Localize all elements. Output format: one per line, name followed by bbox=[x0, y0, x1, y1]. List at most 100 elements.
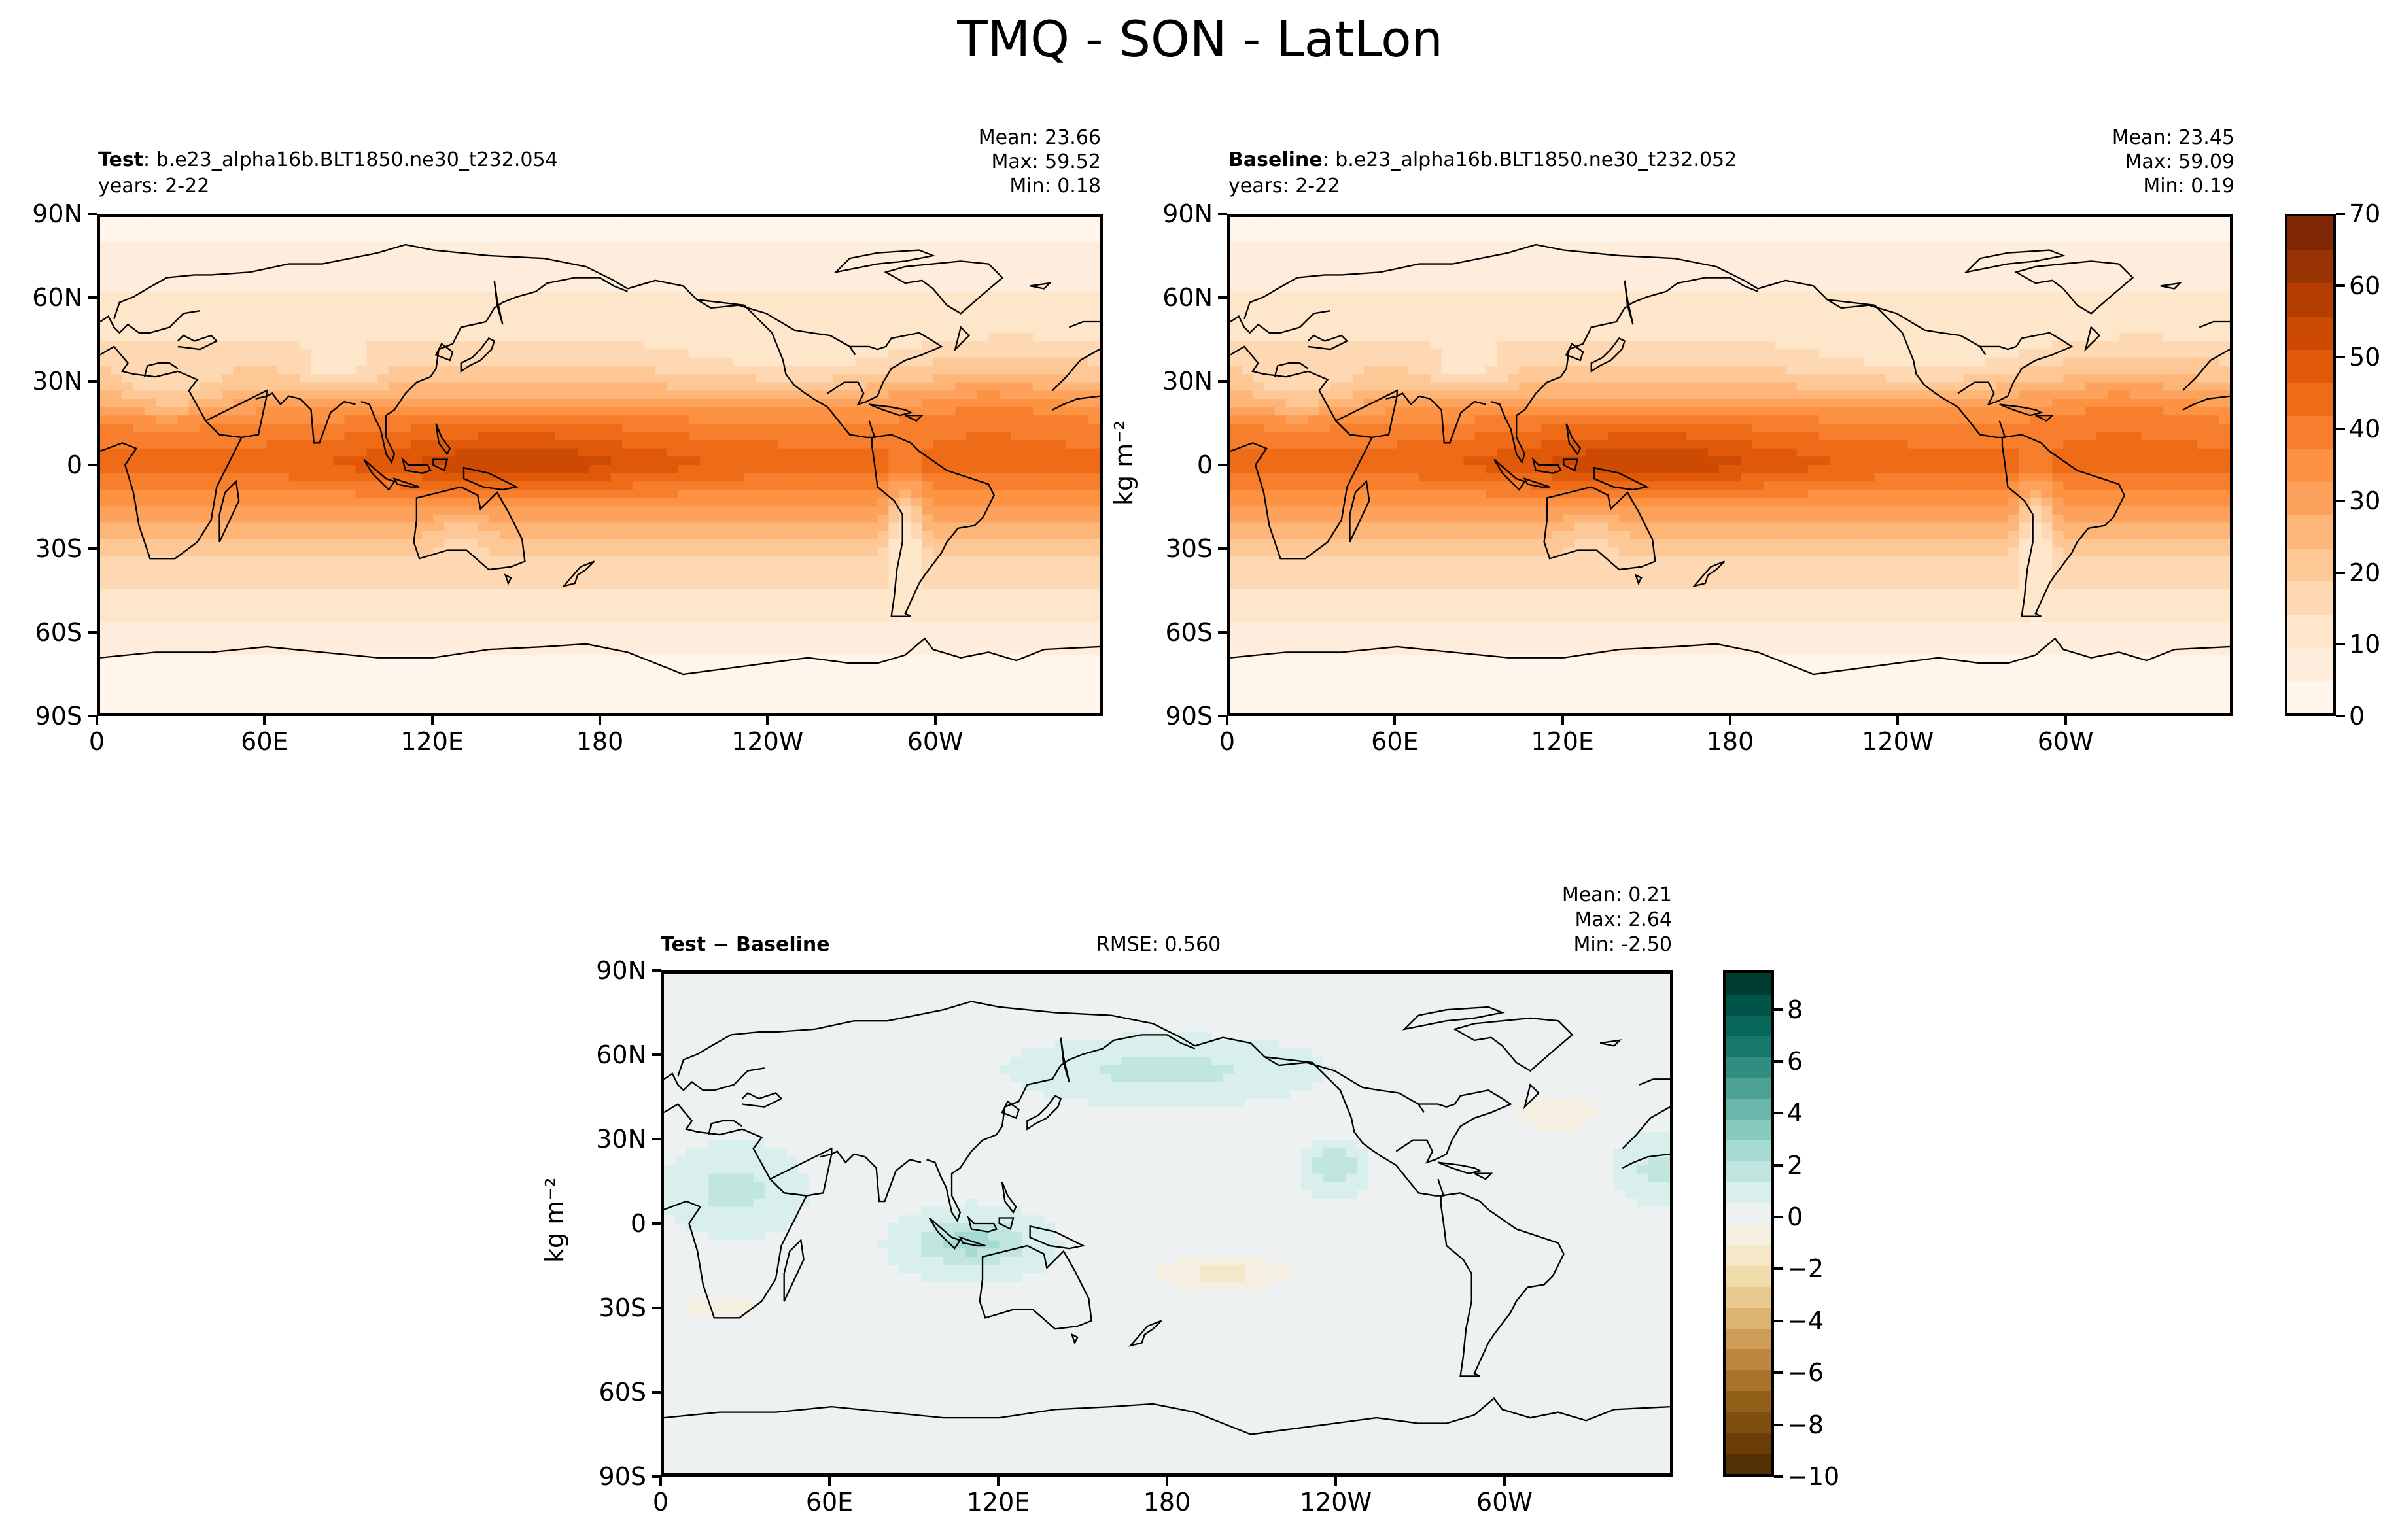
field-cell bbox=[1055, 531, 1067, 540]
field-cell bbox=[1011, 498, 1022, 507]
field-cell bbox=[899, 580, 911, 589]
field-cell bbox=[1011, 266, 1022, 275]
field-cell bbox=[188, 266, 201, 275]
field-cell bbox=[600, 448, 612, 457]
field-cell bbox=[777, 266, 789, 275]
field-cell bbox=[578, 332, 589, 341]
field-cell bbox=[389, 655, 400, 664]
field-cell bbox=[1066, 448, 1078, 457]
field-cell bbox=[1044, 332, 1056, 341]
field-cell bbox=[333, 250, 345, 259]
field-cell bbox=[1044, 307, 1056, 317]
field-cell bbox=[955, 407, 967, 416]
field-cell bbox=[200, 580, 212, 589]
field-cell bbox=[222, 291, 234, 300]
field-cell bbox=[844, 489, 856, 498]
field-cell bbox=[389, 605, 400, 614]
field-cell bbox=[977, 605, 989, 614]
field-cell bbox=[455, 465, 467, 473]
field-cell bbox=[255, 489, 268, 498]
field-cell bbox=[1066, 357, 1078, 366]
field-cell bbox=[633, 613, 645, 623]
field-cell bbox=[610, 250, 623, 259]
field-cell bbox=[188, 283, 201, 292]
field-cell bbox=[589, 589, 600, 598]
field-cell bbox=[144, 440, 156, 449]
field-cell bbox=[100, 613, 112, 623]
field-cell bbox=[866, 572, 878, 581]
field-cell bbox=[188, 522, 201, 532]
field-cell bbox=[389, 440, 400, 449]
field-cell bbox=[844, 473, 856, 482]
field-cell bbox=[633, 473, 645, 482]
field-cell bbox=[522, 655, 534, 664]
field-cell bbox=[489, 316, 500, 325]
field-cell bbox=[1000, 539, 1011, 548]
field-cell bbox=[777, 241, 789, 250]
field-cell bbox=[200, 233, 212, 243]
field-cell bbox=[1088, 597, 1100, 606]
field-cell bbox=[522, 498, 534, 507]
field-cell bbox=[133, 291, 145, 300]
field-cell bbox=[1011, 456, 1022, 466]
field-cell bbox=[589, 465, 600, 473]
field-cell bbox=[688, 283, 701, 292]
field-cell bbox=[1077, 622, 1089, 631]
field-cell bbox=[844, 382, 856, 391]
field-cell bbox=[644, 332, 656, 341]
field-cell bbox=[655, 489, 667, 498]
field-cell bbox=[589, 547, 600, 556]
field-cell bbox=[911, 398, 922, 407]
field-cell bbox=[1033, 539, 1045, 548]
field-cell bbox=[888, 448, 900, 457]
field-cell bbox=[355, 357, 367, 366]
field-cell bbox=[722, 572, 734, 581]
field-cell bbox=[255, 531, 268, 540]
field-cell bbox=[877, 522, 889, 532]
field-cell bbox=[877, 456, 889, 466]
field-cell bbox=[722, 398, 734, 407]
field-cell bbox=[466, 316, 478, 325]
field-cell bbox=[578, 646, 589, 655]
field-cell bbox=[1077, 589, 1089, 598]
field-cell bbox=[733, 564, 745, 573]
field-cell bbox=[899, 341, 911, 350]
field-cell bbox=[933, 407, 945, 416]
field-cell bbox=[222, 390, 234, 400]
field-cell bbox=[1066, 415, 1078, 424]
field-cell bbox=[344, 473, 356, 482]
field-cell bbox=[589, 407, 600, 416]
field-cell bbox=[311, 266, 322, 275]
field-cell bbox=[944, 440, 956, 449]
field-cell bbox=[944, 374, 956, 383]
field-cell bbox=[922, 299, 933, 309]
field-cell bbox=[755, 258, 767, 267]
field-cell bbox=[788, 572, 800, 581]
field-cell bbox=[111, 291, 123, 300]
field-cell bbox=[489, 366, 500, 375]
field-cell bbox=[977, 398, 989, 407]
field-cell bbox=[422, 398, 434, 407]
field-cell bbox=[677, 349, 689, 358]
field-cell bbox=[200, 432, 212, 441]
field-cell bbox=[688, 299, 701, 309]
field-cell bbox=[144, 597, 156, 606]
field-cell bbox=[433, 275, 445, 284]
field-cell bbox=[621, 555, 634, 564]
field-cell bbox=[578, 465, 589, 473]
field-cell bbox=[911, 366, 922, 375]
field-cell bbox=[610, 514, 623, 523]
field-cell bbox=[233, 456, 245, 466]
field-cell bbox=[755, 241, 767, 250]
field-cell bbox=[300, 275, 311, 284]
field-cell bbox=[1000, 473, 1011, 482]
field-cell bbox=[266, 432, 278, 441]
field-cell bbox=[633, 341, 645, 350]
field-cell bbox=[1011, 613, 1022, 623]
field-cell bbox=[844, 456, 856, 466]
field-cell bbox=[777, 506, 789, 515]
field-cell bbox=[355, 407, 367, 416]
field-cell bbox=[1088, 473, 1100, 482]
field-cell bbox=[511, 299, 523, 309]
field-cell bbox=[655, 514, 667, 523]
